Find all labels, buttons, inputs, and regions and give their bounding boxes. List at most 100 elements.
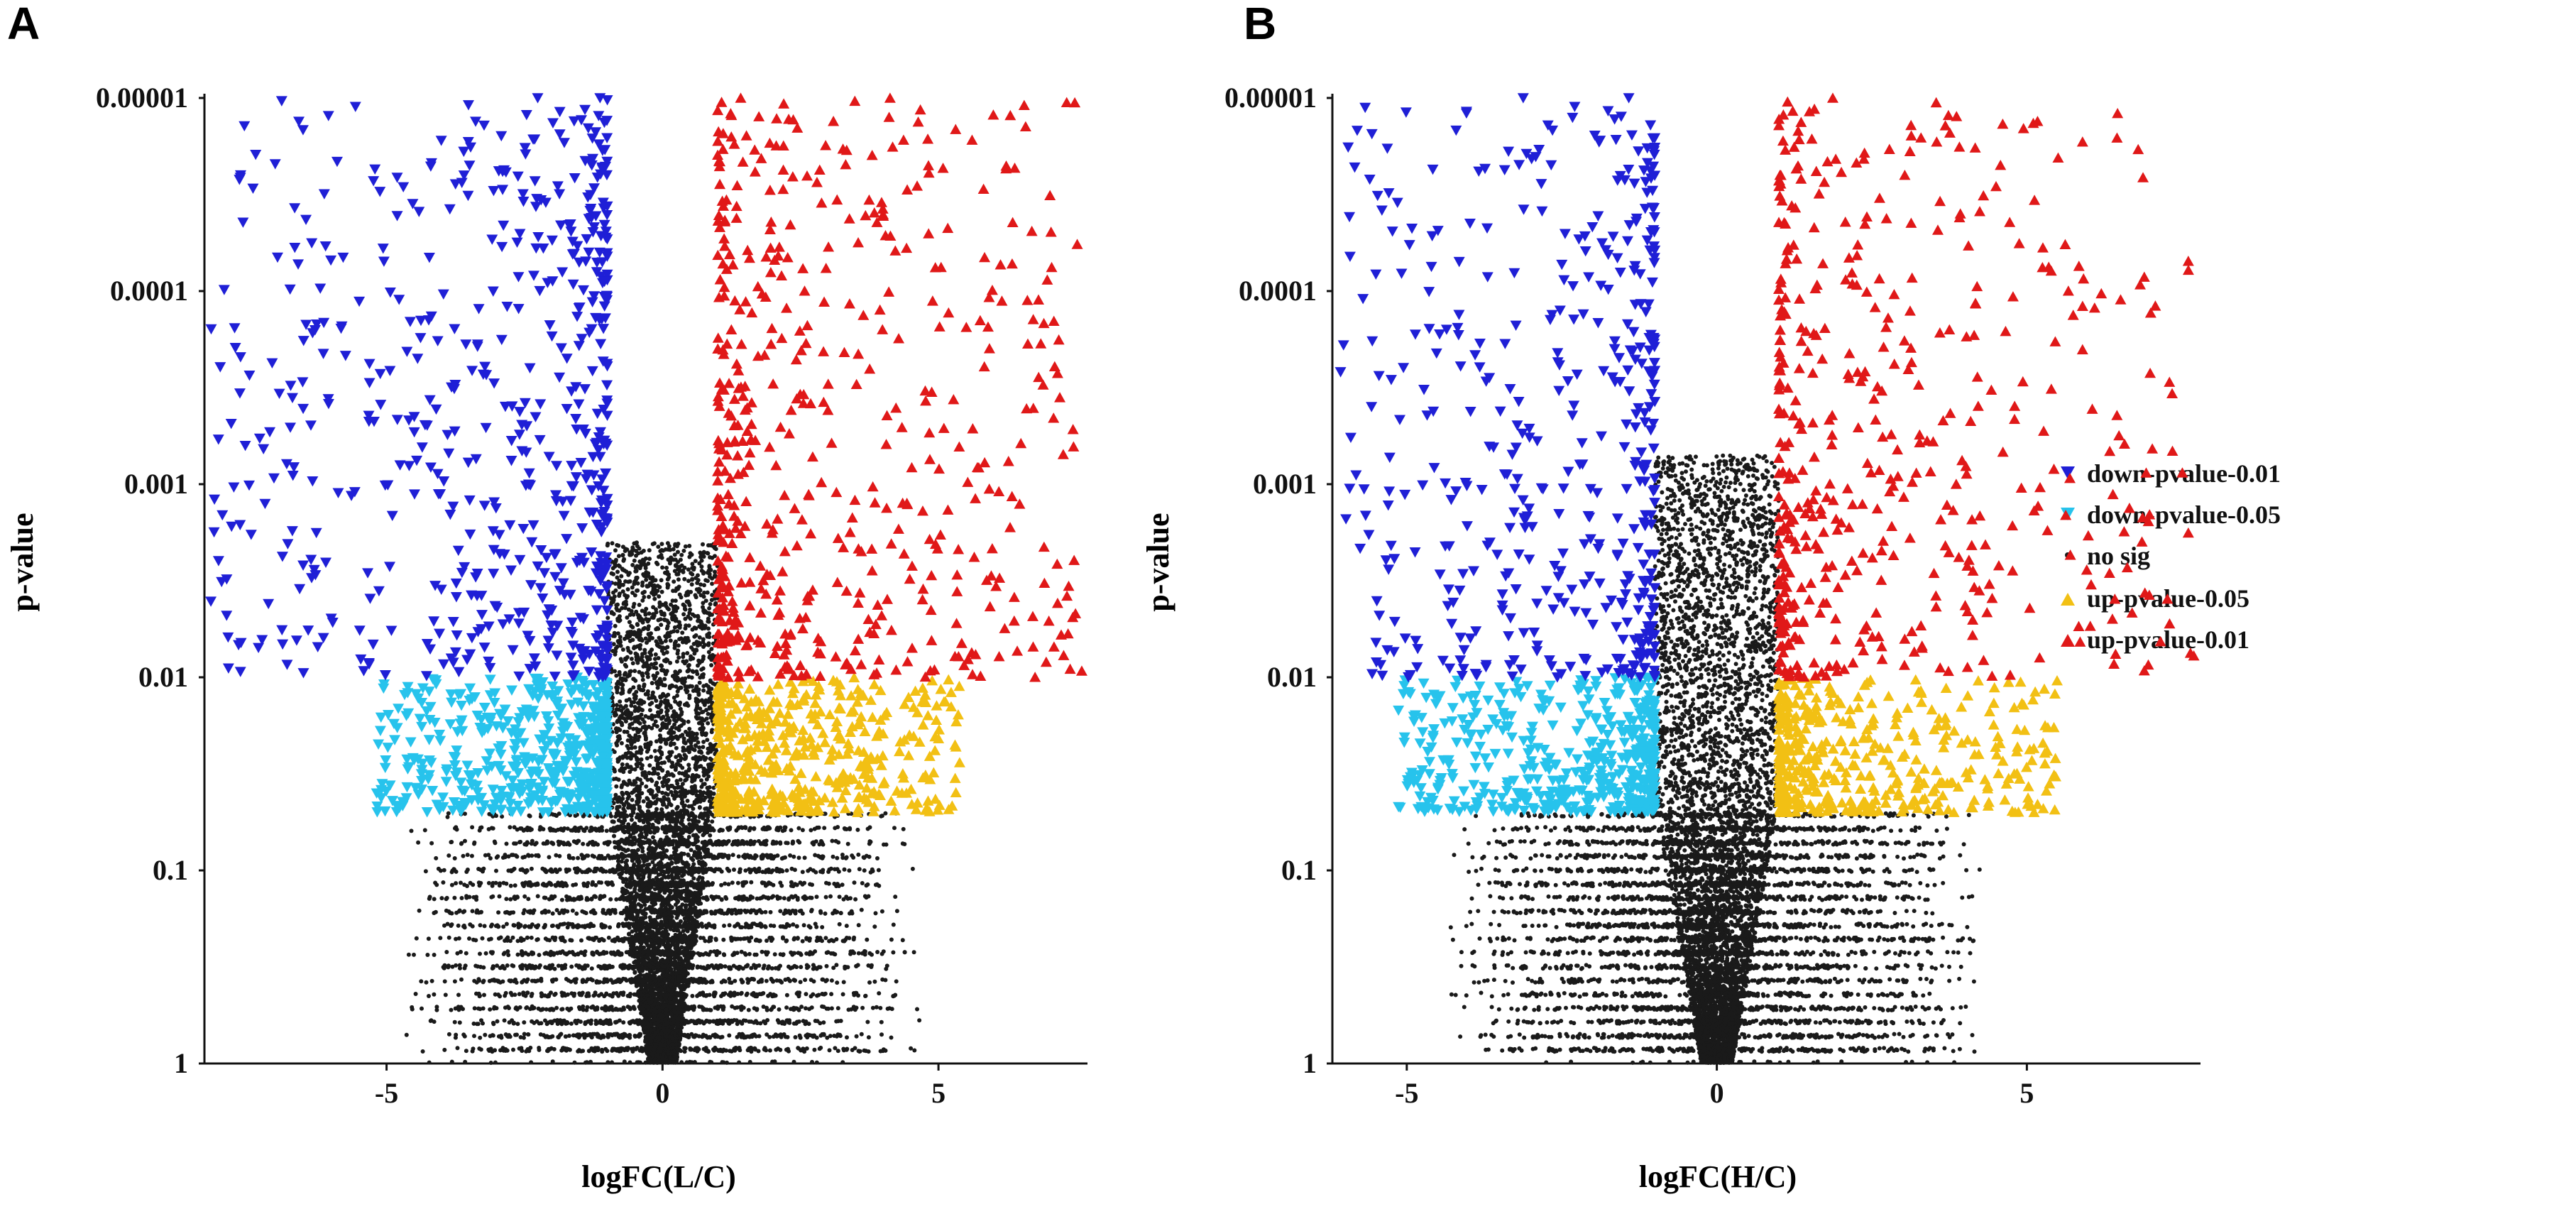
panel-a-point-no-sig [650,681,654,685]
panel-a-point-no-sig [439,896,444,900]
panel-a-point-no-sig [708,555,712,559]
panel-a-point-no-sig [468,922,472,926]
panel-a-point-no-sig [559,1007,564,1012]
panel-a-point-no-sig [597,880,601,885]
panel-b-y-axis-title: p-value [1141,513,1175,611]
panel-a-point-no-sig [453,1020,457,1024]
panel-a-point-no-sig [853,1046,857,1050]
panel-a-point-no-sig [801,870,805,874]
panel-a-point-no-sig [453,979,457,983]
panel-a-point-no-sig [801,1019,806,1023]
panel-a-point-no-sig [909,1046,913,1051]
panel-a-point-no-sig [843,868,847,872]
panel-a-point-no-sig [618,614,622,618]
panel-a-point-no-sig [662,677,667,682]
panel-a-point-no-sig [782,896,786,900]
panel-a-point-no-sig [618,564,622,569]
panel-a-point-no-sig [684,626,688,630]
panel-a-point-no-sig [594,1022,598,1026]
panel-a-point-no-sig [791,855,796,859]
panel-a-point-no-sig [672,774,676,778]
panel-a-point-no-sig [472,842,476,846]
panel-a-point-no-sig [658,549,662,553]
panel-a-point-no-sig [641,678,645,682]
panel-a-point-no-sig [646,562,650,566]
panel-a-point-no-sig [566,978,571,983]
panel-a-point-no-sig [879,1020,884,1024]
panel-a-point-no-sig [441,880,445,885]
panel-a-point-no-sig [623,1059,627,1063]
panel-a-y-tick-label: 0.1 [153,854,188,886]
panel-a-point-no-sig [637,806,642,810]
panel-a-point-no-sig [815,895,819,899]
panel-a-point-no-sig [632,961,636,965]
panel-a-point-no-sig [417,909,422,913]
panel-a-point-no-sig [627,926,632,930]
panel-a-point-no-sig [637,547,642,551]
panel-a-point-no-sig [707,606,711,611]
panel-a-point-no-sig [659,623,663,627]
panel-a-point-no-sig [763,910,767,914]
panel-a-point-no-sig [407,953,411,957]
panel-a-point-no-sig [747,1008,751,1012]
panel-a-point-no-sig [644,566,648,570]
panel-a-point-no-sig [621,647,625,652]
panel-a-x-tick-label: 5 [931,1077,946,1109]
panel-a-point-no-sig [696,693,701,697]
panel-a-point-no-sig [446,811,451,816]
panel-a-point-no-sig [810,896,814,900]
panel-a-point-no-sig [686,745,691,750]
panel-a-point-no-sig [504,882,508,886]
panel-a-point-no-sig [544,936,548,941]
panel-a-point-no-sig [562,922,566,926]
panel-a-point-no-sig [630,721,635,726]
panel-a-point-no-sig [459,978,464,982]
panel-a-point-no-sig [686,799,690,803]
panel-a-point-no-sig [834,839,838,843]
panel-a-point-no-sig [692,842,696,846]
panel-a-point-no-sig [494,881,498,885]
panel-a-point-no-sig [657,776,662,780]
panel-a-point-no-sig [860,1006,865,1010]
panel-a-point-no-sig [481,1022,485,1026]
panel-a-point-no-sig [835,856,839,860]
panel-a-point-no-sig [619,911,623,915]
panel-a-point-no-sig [697,562,701,566]
panel-a-point-no-sig [796,897,800,902]
panel-a-point-no-sig [691,669,695,673]
panel-a-point-no-sig [810,908,814,912]
panel-a-point-no-sig [821,1005,826,1009]
panel-a-point-no-sig [670,750,674,754]
panel-a-point-no-sig [495,1019,500,1024]
panel-a-point-no-sig [822,826,826,830]
panel-a-point-no-sig [535,1019,539,1024]
panel-a-point-no-sig [666,624,670,628]
panel-a-point-no-sig [657,682,662,687]
panel-a-point-no-sig [598,894,603,898]
panel-a-point-no-sig [470,825,474,829]
panel-a-point-no-sig [774,966,778,970]
panel-a-point-no-sig [875,856,879,860]
panel-a-point-no-sig [604,870,608,874]
panel-a-point-no-sig [830,978,834,983]
panel-a-point-no-sig [797,855,801,860]
panel-a-point-no-sig [612,834,616,838]
panel-a-point-no-sig [803,978,807,982]
panel-a-point-no-sig [710,819,714,824]
panel-a-point-no-sig [675,660,679,664]
panel-a-point-no-sig [629,704,633,708]
panel-a-point-no-sig [568,855,572,860]
panel-a-point-no-sig [615,682,619,686]
panel-a-point-no-sig [694,767,698,772]
panel-a-point-no-sig [672,547,676,552]
panel-a-point-no-sig [728,923,732,927]
panel-a-point-no-sig [611,600,615,604]
panel-a-point-no-sig [414,992,418,996]
panel-a-point-no-sig [862,868,867,873]
panel-a-point-no-sig [571,1033,576,1037]
panel-a-point-no-sig [412,953,416,957]
panel-a-point-no-sig [565,909,569,914]
panel-a-point-no-sig [874,911,878,915]
panel-a-point-no-sig [862,855,866,860]
